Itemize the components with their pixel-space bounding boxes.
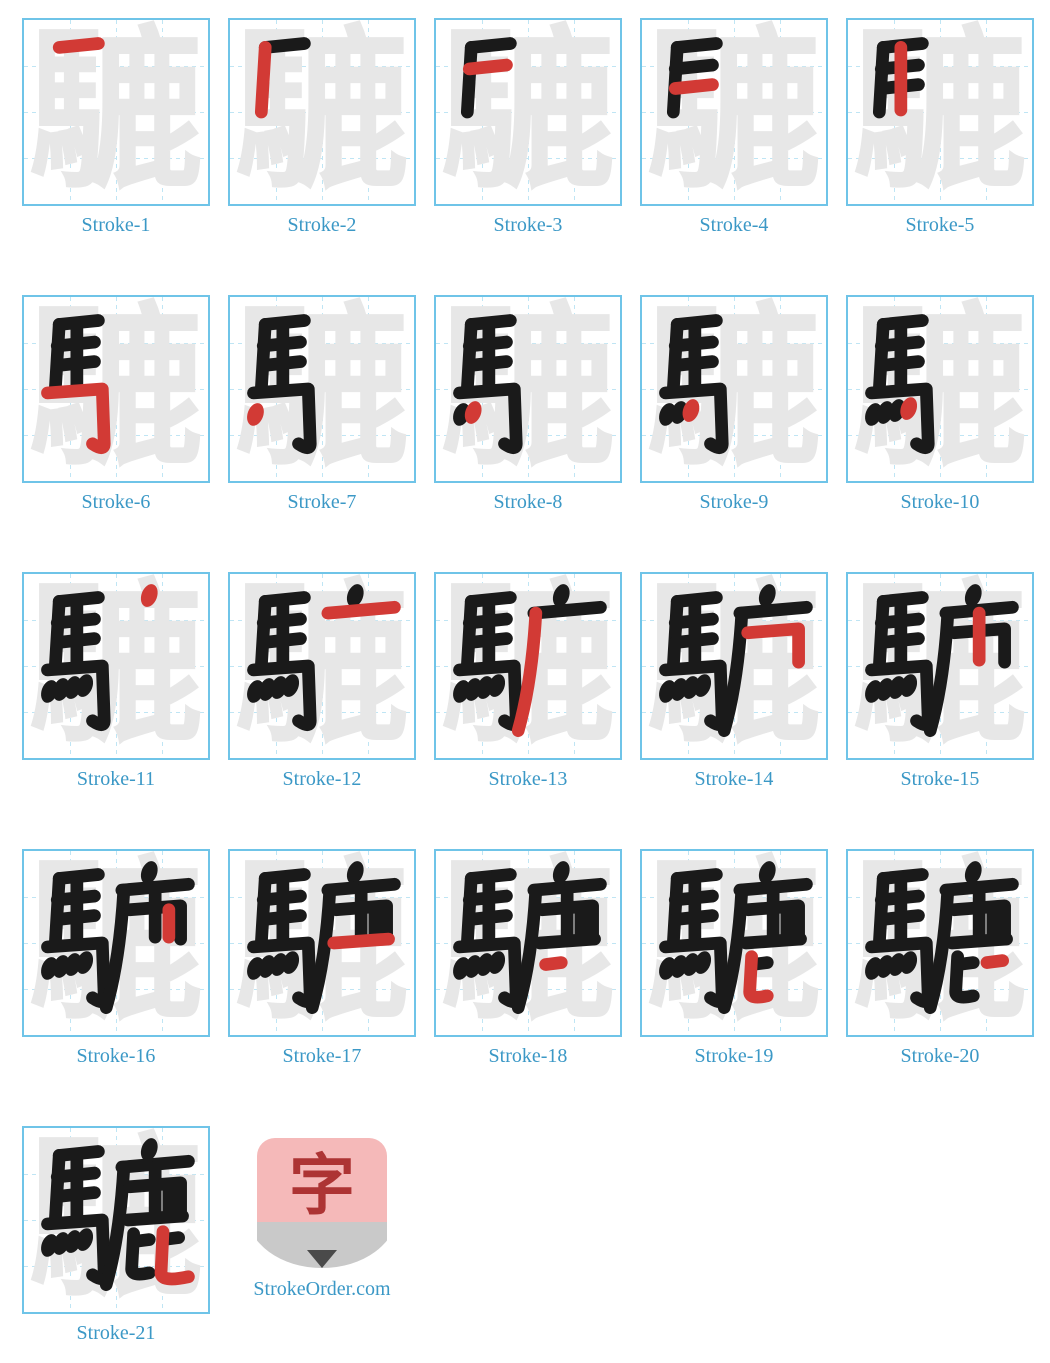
stroke-label: Stroke-8 <box>494 491 563 514</box>
stroke-tile-10: 騼 <box>846 295 1034 483</box>
stroke-tile-8: 騼 <box>434 295 622 483</box>
stroke-label: Stroke-18 <box>489 1045 568 1068</box>
stroke-tile-6: 騼 <box>22 295 210 483</box>
cell-5: 騼 Stroke-5 <box>846 18 1034 237</box>
stroke-tile-1: 騼 <box>22 18 210 206</box>
stroke-label: Stroke-21 <box>77 1322 156 1345</box>
stroke-svg <box>642 574 826 758</box>
stroke-label: Stroke-11 <box>77 768 155 791</box>
cell-15: 騼 Stroke-15 <box>846 572 1034 791</box>
logo-char: 字 <box>289 1132 355 1228</box>
stroke-label: Stroke-7 <box>288 491 357 514</box>
stroke-label: Stroke-12 <box>283 768 362 791</box>
stroke-svg <box>24 20 208 204</box>
stroke-svg <box>24 574 208 758</box>
stroke-svg <box>24 297 208 481</box>
stroke-label: Stroke-15 <box>901 768 980 791</box>
stroke-svg <box>24 1128 208 1312</box>
cell-12: 騼 Stroke-12 <box>228 572 416 791</box>
cell-20: 騼 Stroke-20 <box>846 849 1034 1068</box>
stroke-tile-5: 騼 <box>846 18 1034 206</box>
cell-2: 騼 Stroke-2 <box>228 18 416 237</box>
brand-name: StrokeOrder.com <box>253 1278 390 1301</box>
stroke-label: Stroke-14 <box>695 768 774 791</box>
brand-cell: 字 StrokeOrder.com <box>228 1126 416 1345</box>
cell-10: 騼 Stroke-10 <box>846 295 1034 514</box>
stroke-label: Stroke-3 <box>494 214 563 237</box>
stroke-tile-7: 騼 <box>228 295 416 483</box>
stroke-tile-20: 騼 <box>846 849 1034 1037</box>
stroke-tile-14: 騼 <box>640 572 828 760</box>
stroke-tile-13: 騼 <box>434 572 622 760</box>
stroke-svg <box>230 851 414 1035</box>
stroke-tile-2: 騼 <box>228 18 416 206</box>
cell-18: 騼 Stroke-18 <box>434 849 622 1068</box>
stroke-label: Stroke-4 <box>700 214 769 237</box>
stroke-label: Stroke-2 <box>288 214 357 237</box>
stroke-tile-11: 騼 <box>22 572 210 760</box>
stroke-svg <box>230 574 414 758</box>
stroke-label: Stroke-13 <box>489 768 568 791</box>
stroke-svg <box>848 851 1032 1035</box>
stroke-tile-19: 騼 <box>640 849 828 1037</box>
cell-21: 騼 Stroke-21 <box>22 1126 210 1345</box>
stroke-svg <box>848 574 1032 758</box>
stroke-label: Stroke-17 <box>283 1045 362 1068</box>
stroke-svg <box>24 851 208 1035</box>
stroke-svg <box>848 297 1032 481</box>
stroke-svg <box>436 851 620 1035</box>
stroke-tile-15: 騼 <box>846 572 1034 760</box>
cell-4: 騼 Stroke-4 <box>640 18 828 237</box>
stroke-tile-3: 騼 <box>434 18 622 206</box>
stroke-tile-12: 騼 <box>228 572 416 760</box>
cell-8: 騼 Stroke-8 <box>434 295 622 514</box>
stroke-label: Stroke-9 <box>700 491 769 514</box>
stroke-svg <box>436 574 620 758</box>
stroke-tile-16: 騼 <box>22 849 210 1037</box>
stroke-label: Stroke-16 <box>77 1045 156 1068</box>
cell-17: 騼 Stroke-17 <box>228 849 416 1068</box>
brand-logo: 字 <box>257 1138 387 1268</box>
stroke-svg <box>642 297 826 481</box>
stroke-svg <box>230 20 414 204</box>
stroke-label: Stroke-5 <box>906 214 975 237</box>
stroke-label: Stroke-1 <box>82 214 151 237</box>
stroke-label: Stroke-19 <box>695 1045 774 1068</box>
stroke-tile-4: 騼 <box>640 18 828 206</box>
stroke-svg <box>642 20 826 204</box>
stroke-tile-9: 騼 <box>640 295 828 483</box>
cell-9: 騼 Stroke-9 <box>640 295 828 514</box>
cell-3: 騼 Stroke-3 <box>434 18 622 237</box>
cell-11: 騼 Stroke-11 <box>22 572 210 791</box>
cell-7: 騼 Stroke-7 <box>228 295 416 514</box>
stroke-svg <box>230 297 414 481</box>
stroke-label: Stroke-6 <box>82 491 151 514</box>
cell-19: 騼 Stroke-19 <box>640 849 828 1068</box>
stroke-label: Stroke-10 <box>901 491 980 514</box>
logo-top: 字 <box>257 1138 387 1222</box>
stroke-tile-17: 騼 <box>228 849 416 1037</box>
stroke-svg <box>436 297 620 481</box>
stroke-tile-18: 騼 <box>434 849 622 1037</box>
cell-13: 騼 Stroke-13 <box>434 572 622 791</box>
stroke-tile-21: 騼 <box>22 1126 210 1314</box>
stroke-grid: 騼 Stroke-1 騼 Stroke-2 騼 Stroke-3 騼 Stroke-4 騼 Str… <box>22 18 1032 1345</box>
logo-pencil-tip <box>257 1222 387 1268</box>
cell-1: 騼 Stroke-1 <box>22 18 210 237</box>
cell-6: 騼 Stroke-6 <box>22 295 210 514</box>
cell-16: 騼 Stroke-16 <box>22 849 210 1068</box>
stroke-svg <box>848 20 1032 204</box>
stroke-label: Stroke-20 <box>901 1045 980 1068</box>
cell-14: 騼 Stroke-14 <box>640 572 828 791</box>
stroke-svg <box>642 851 826 1035</box>
stroke-svg <box>436 20 620 204</box>
